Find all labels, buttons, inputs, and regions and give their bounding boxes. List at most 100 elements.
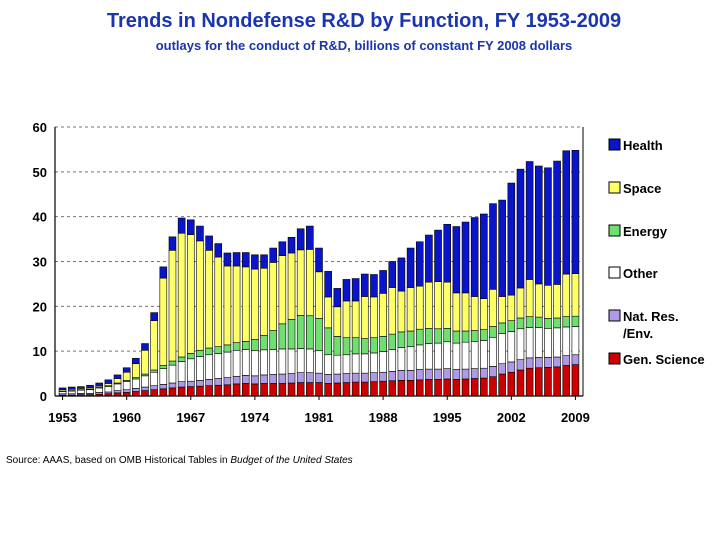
legend-swatch bbox=[608, 138, 621, 151]
bar-segment bbox=[296, 382, 305, 397]
bar-segment bbox=[397, 370, 406, 381]
bar-segment bbox=[269, 374, 277, 384]
bar-segment bbox=[553, 327, 561, 358]
bar-segment bbox=[113, 378, 122, 384]
bar-segment bbox=[397, 257, 406, 292]
bar-segment bbox=[516, 287, 525, 319]
bar-segment bbox=[205, 347, 213, 356]
bar-segment bbox=[498, 199, 506, 297]
bar-segment bbox=[379, 336, 387, 352]
bar-segment bbox=[324, 374, 332, 384]
y-tick-label: 40 bbox=[33, 210, 47, 225]
bar-segment bbox=[269, 330, 277, 350]
bar-segment bbox=[132, 388, 140, 392]
y-tick-label: 0 bbox=[40, 389, 47, 404]
bar-segment bbox=[177, 232, 186, 358]
bar-segment bbox=[562, 365, 571, 397]
bar-segment bbox=[205, 354, 213, 380]
bar-segment bbox=[370, 274, 378, 298]
bar-segment bbox=[434, 342, 442, 370]
bar-segment bbox=[260, 383, 268, 397]
bar-segment bbox=[122, 367, 131, 373]
bar-segment bbox=[571, 364, 580, 397]
bar-segment bbox=[498, 363, 506, 375]
bar-segment bbox=[525, 367, 534, 397]
bar-segment bbox=[397, 380, 406, 397]
bar-segment bbox=[489, 203, 497, 290]
x-tick-label: 1995 bbox=[433, 410, 462, 425]
bar-segment bbox=[214, 243, 223, 258]
bar-segment bbox=[415, 379, 424, 397]
bar-segment bbox=[177, 381, 186, 388]
bar-segment bbox=[361, 381, 369, 397]
bar-segment bbox=[452, 342, 461, 370]
bar-segment bbox=[498, 373, 506, 397]
bar-segment bbox=[489, 376, 497, 397]
bar-segment bbox=[415, 241, 424, 287]
bar-segment bbox=[489, 326, 497, 338]
bar-segment bbox=[443, 368, 451, 380]
bar-segment bbox=[251, 268, 259, 340]
bar-segment bbox=[223, 384, 232, 397]
bar-segment bbox=[232, 349, 241, 377]
bar-segment bbox=[452, 226, 461, 294]
bar-segment bbox=[571, 150, 580, 274]
bar-segment bbox=[287, 252, 296, 320]
bar-segment bbox=[324, 296, 332, 329]
bars bbox=[58, 150, 580, 397]
bar-segment bbox=[489, 366, 497, 378]
bar-segment bbox=[296, 314, 305, 349]
bar-segment bbox=[342, 279, 351, 302]
bar-segment bbox=[168, 382, 177, 389]
bar-segment bbox=[434, 379, 442, 397]
bar-segment bbox=[470, 330, 479, 342]
bar-segment bbox=[516, 369, 525, 397]
bar-segment bbox=[361, 338, 369, 355]
bar-segment bbox=[260, 349, 268, 376]
y-tick-label: 30 bbox=[33, 255, 47, 270]
bar-segment bbox=[150, 369, 158, 373]
legend-label-line: /Env. bbox=[623, 326, 653, 341]
bar-segment bbox=[388, 287, 397, 335]
bar-segment bbox=[480, 377, 488, 397]
bar-segment bbox=[553, 366, 561, 397]
bar-segment bbox=[361, 296, 369, 339]
bar-segment bbox=[535, 316, 543, 328]
bar-segment bbox=[443, 281, 451, 329]
bar-segment bbox=[562, 355, 571, 366]
bar-segment bbox=[562, 316, 571, 328]
bar-segment bbox=[278, 323, 287, 350]
bar-segment bbox=[150, 385, 158, 391]
bar-segment bbox=[306, 372, 314, 383]
bar-segment bbox=[415, 285, 424, 330]
bar-segment bbox=[480, 329, 488, 341]
bar-segment bbox=[241, 375, 250, 384]
y-tick-label: 60 bbox=[33, 120, 47, 135]
bar-segment bbox=[461, 341, 470, 370]
x-tick-label: 1960 bbox=[112, 410, 141, 425]
bar-segment bbox=[306, 249, 314, 317]
bar-segment bbox=[315, 318, 323, 352]
legend-label: Nat. Res. /Env. bbox=[623, 309, 679, 341]
bar-segment bbox=[425, 327, 433, 344]
bar-segment bbox=[150, 312, 158, 321]
x-tick-label: 2002 bbox=[497, 410, 526, 425]
bar-segment bbox=[406, 380, 415, 397]
bar-segment bbox=[443, 223, 451, 283]
bar-segment bbox=[461, 292, 470, 332]
bar-segment bbox=[507, 361, 516, 373]
bar-segment bbox=[86, 384, 94, 389]
bar-segment bbox=[452, 369, 461, 380]
bar-segment bbox=[361, 273, 369, 297]
bar-segment bbox=[434, 328, 442, 344]
bar-segment bbox=[525, 161, 534, 280]
bar-segment bbox=[498, 333, 506, 365]
bar-segment bbox=[232, 265, 241, 343]
bar-segment bbox=[278, 255, 287, 325]
source-italic: Budget of the United States bbox=[230, 455, 353, 466]
legend-swatch bbox=[608, 181, 621, 194]
bar-segment bbox=[480, 213, 488, 300]
bar-segment bbox=[507, 331, 516, 363]
bar-segment bbox=[425, 343, 433, 370]
legend: Health Space Energy Other Nat. Res. /Env. Gen.… bbox=[608, 138, 705, 367]
